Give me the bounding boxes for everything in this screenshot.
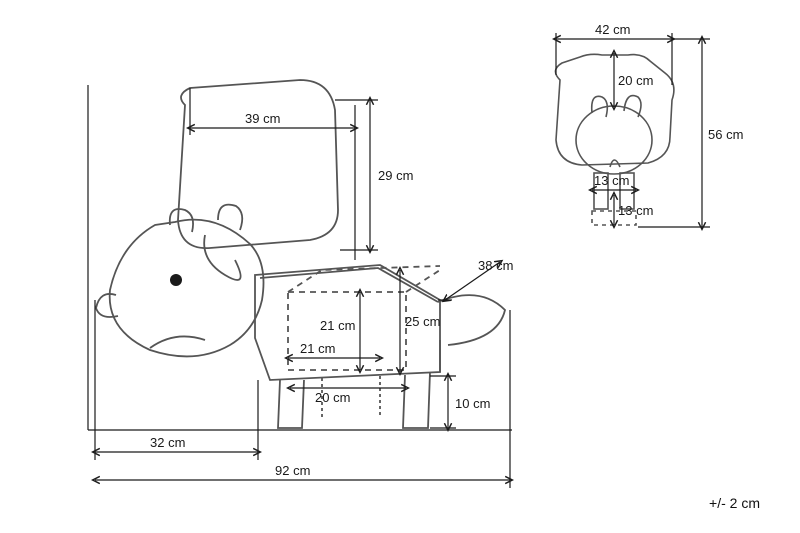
label-42: 42 cm: [595, 22, 630, 37]
label-13a: 13 cm: [594, 173, 629, 188]
label-a20: 20 cm: [618, 73, 653, 88]
label-20: 20 cm: [315, 390, 350, 405]
label-21v: 21 cm: [320, 318, 355, 333]
aux-front-view: [555, 54, 673, 225]
label-92: 92 cm: [275, 463, 310, 478]
label-29: 29 cm: [378, 168, 413, 183]
diagram-stage: 39 cm 29 cm 38 cm 21 cm 25 cm 10 cm 21 c…: [0, 0, 800, 533]
label-32: 32 cm: [150, 435, 185, 450]
tolerance-note: +/- 2 cm: [709, 495, 760, 511]
label-21h: 21 cm: [300, 341, 335, 356]
label-39: 39 cm: [245, 111, 280, 126]
diagram-svg: 39 cm 29 cm 38 cm 21 cm 25 cm 10 cm 21 c…: [0, 0, 800, 533]
label-13b: 13 cm: [618, 203, 653, 218]
label-56: 56 cm: [708, 127, 743, 142]
label-38: 38 cm: [478, 258, 513, 273]
label-10: 10 cm: [455, 396, 490, 411]
label-25: 25 cm: [405, 314, 440, 329]
